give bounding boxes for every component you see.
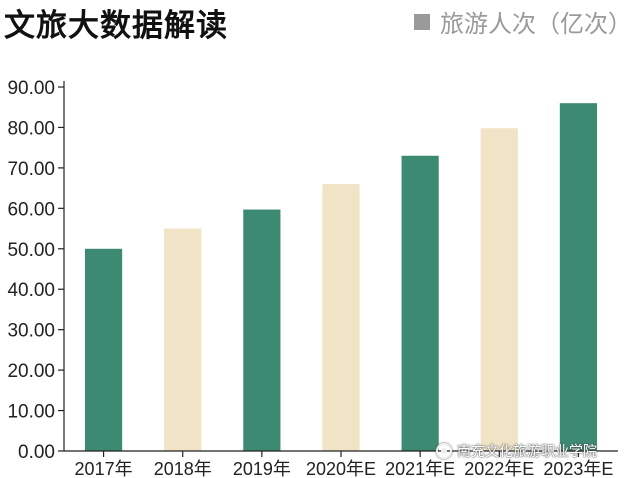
y-tick-label: 10.00 — [7, 402, 55, 423]
legend: 旅游人次（亿次） — [414, 4, 632, 39]
x-tick-label: 2023年E — [543, 459, 613, 478]
y-tick-label: 50.00 — [7, 240, 55, 261]
x-tick-label: 2022年E — [464, 459, 534, 478]
bar — [559, 103, 598, 451]
bar — [164, 228, 202, 451]
chart-title: 文旅大数据解读 — [4, 8, 228, 44]
y-tick-label: 70.00 — [7, 159, 55, 180]
watermark: 南充文化旅游职业学院 — [436, 441, 597, 461]
x-tick-label: 2018年 — [154, 459, 212, 478]
y-tick-label: 20.00 — [7, 361, 55, 382]
x-tick-label: 2020年E — [306, 459, 376, 478]
bar — [322, 184, 360, 452]
x-tick-label: 2017年 — [75, 459, 133, 478]
legend-label: 旅游人次（亿次） — [440, 10, 632, 38]
legend-swatch — [414, 13, 430, 30]
y-tick-label: 90.00 — [7, 78, 55, 99]
watermark-text: 南充文化旅游职业学院 — [457, 444, 597, 460]
wechat-logo-icon — [436, 443, 452, 459]
bar — [84, 248, 123, 451]
y-tick-label: 0.00 — [18, 442, 55, 463]
y-tick-label: 40.00 — [7, 280, 55, 301]
bar — [401, 155, 439, 451]
bar — [480, 128, 518, 451]
y-tick-label: 30.00 — [7, 321, 55, 342]
y-axis: 0.00 10.00 20.00 30.00 40.00 50.00 60.00 70.00 8… — [7, 78, 65, 463]
x-axis: 2017年 2018年 2019年 2020年E 2021年E 2022年E 2023年E — [64, 450, 618, 478]
x-tick-label: 2019年 — [233, 459, 291, 478]
bars — [84, 103, 598, 452]
y-tick-label: 80.00 — [7, 118, 55, 139]
x-tick-label: 2021年E — [385, 459, 455, 478]
bar — [243, 209, 281, 451]
y-tick-label: 60.00 — [7, 199, 55, 220]
